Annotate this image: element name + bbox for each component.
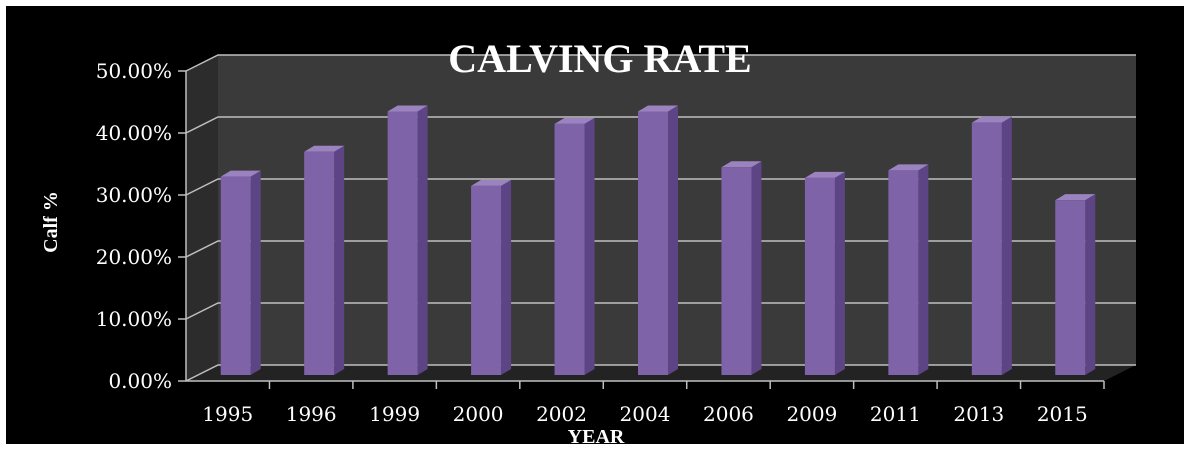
bars <box>220 105 1096 376</box>
bar-side <box>1085 194 1096 375</box>
bar <box>638 105 678 375</box>
bar-top <box>638 105 678 112</box>
bar-top <box>971 116 1012 123</box>
bar-front <box>971 122 1002 375</box>
bar-side <box>668 105 678 375</box>
x-tick-label: 2009 <box>786 402 837 426</box>
x-tick-label: 1999 <box>369 402 420 426</box>
y-tick-label: 50.00% <box>96 59 172 83</box>
y-tick-label: 20.00% <box>96 245 172 269</box>
x-tick-label: 2004 <box>620 402 671 426</box>
bar-front <box>387 111 418 375</box>
bar-side <box>417 105 428 375</box>
x-tick-label: 1996 <box>286 402 337 426</box>
bar-front <box>304 151 335 375</box>
bar-top <box>804 171 845 178</box>
y-tick-label: 10.00% <box>96 307 172 331</box>
x-tick-labels: 1995 1996 1999 2000 2002 2004 2006 2009 2011 2013… <box>202 402 1087 426</box>
bar-side <box>334 145 345 375</box>
bar-side <box>834 171 845 375</box>
bar-top <box>220 170 261 177</box>
chart-title: CALVING RATE <box>448 36 751 81</box>
bar-side <box>584 117 595 376</box>
gridline <box>185 54 1136 72</box>
bar-top <box>304 145 345 152</box>
x-tick-label: 2013 <box>953 402 1004 426</box>
bar <box>471 179 512 375</box>
bar-front <box>888 170 919 375</box>
bar-side <box>918 164 929 375</box>
bar <box>888 164 929 375</box>
bar-side <box>501 179 512 375</box>
y-tick-label: 0.00% <box>108 369 172 393</box>
bar-front <box>638 111 668 375</box>
bar <box>804 171 845 375</box>
bar-front <box>471 185 502 375</box>
bar-top <box>721 161 762 168</box>
x-tick-label: 2002 <box>536 402 587 426</box>
y-tick-label: 40.00% <box>96 121 172 145</box>
side-wall <box>186 55 218 381</box>
bar-front <box>220 176 251 375</box>
bar-side <box>1001 116 1012 375</box>
gridline <box>185 116 1136 134</box>
bar-top <box>1055 194 1096 201</box>
bar <box>220 170 261 375</box>
y-tick-labels: 0.00% 10.00% 20.00% 30.00% 40.00% 50.00% <box>96 59 172 393</box>
bar-side <box>250 170 261 375</box>
bar <box>304 145 345 375</box>
y-axis-title: Calf % <box>40 191 62 253</box>
bar-front <box>804 177 835 375</box>
bar <box>1055 194 1096 375</box>
bar <box>387 105 428 375</box>
bar <box>721 161 762 375</box>
bar-top <box>888 164 929 171</box>
x-tick-label: 2015 <box>1037 402 1088 426</box>
x-tick-label: 1995 <box>202 402 253 426</box>
bar-front <box>554 123 585 376</box>
bar <box>971 116 1012 375</box>
bar-side <box>751 161 762 375</box>
bar-top <box>387 105 428 112</box>
x-tick-label: 2006 <box>703 402 754 426</box>
x-tick-label: 2000 <box>453 402 504 426</box>
bar <box>554 117 595 376</box>
x-axis-title: YEAR <box>568 426 625 448</box>
bar-front <box>1055 200 1086 375</box>
bar-front <box>721 167 752 375</box>
bar-top <box>471 179 512 186</box>
y-tick-label: 30.00% <box>96 183 172 207</box>
x-tick-label: 2011 <box>870 402 921 426</box>
bar-top <box>554 117 595 124</box>
